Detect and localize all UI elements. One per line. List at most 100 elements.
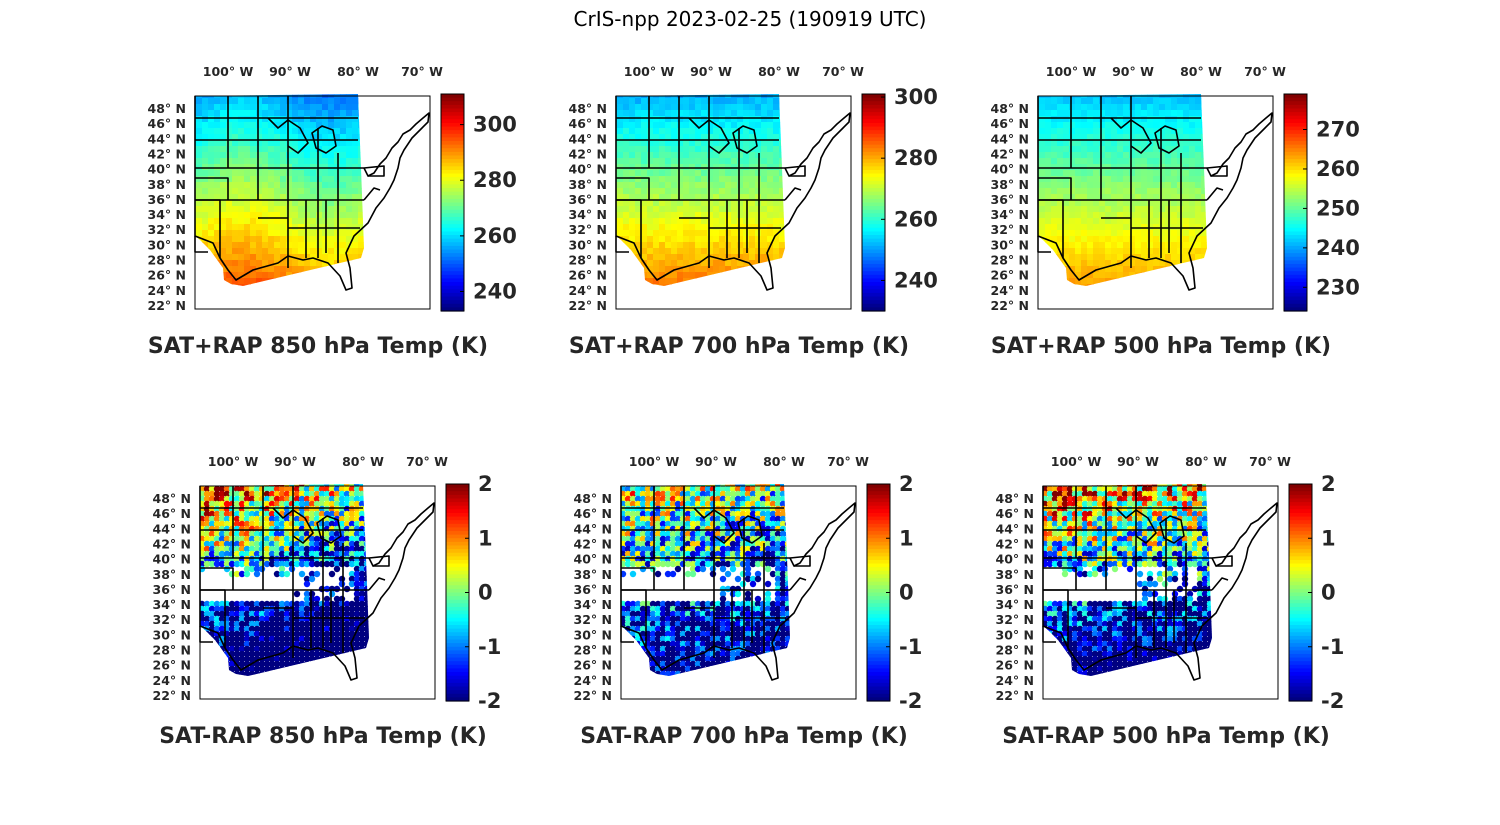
map-frame [615, 95, 852, 310]
map-boundary [195, 177, 229, 200]
latitude-label: 38° N [991, 177, 1029, 192]
latitude-label: 30° N [996, 627, 1034, 642]
map-boundary [620, 486, 856, 681]
colorbar-tick-label: 240 [894, 268, 938, 292]
colorbar-tick-label: 0 [478, 581, 493, 605]
latitude-label: 34° N [991, 207, 1029, 222]
longitude-label: 90° W [269, 64, 311, 79]
panel-sat-rap-700-temp: 100° W 90° W 80° W 70° W 48° N 46° N 44° N 42° … [549, 58, 979, 378]
latitude-label: 30° N [569, 237, 607, 252]
panel-sat-minus-rap-850-temp: 100° W 90° W 80° W 70° W 48° N 46° N 44° N 42° … [133, 448, 563, 768]
longitude-label: 70° W [1244, 64, 1286, 79]
map-boundary [363, 187, 381, 201]
panel-title: SAT-RAP 500 hPa Temp (K) [1002, 724, 1330, 749]
latitude-label: 40° N [153, 552, 191, 567]
longitude-label: 100° W [624, 64, 675, 79]
latitude-label: 38° N [153, 567, 191, 582]
colorbar-tick-label: 1 [899, 526, 914, 550]
latitude-label: 26° N [574, 658, 612, 673]
latitude-label: 48° N [569, 101, 607, 116]
latitude-label: 36° N [153, 582, 191, 597]
longitude-label: 100° W [208, 454, 259, 469]
map-boundary [368, 577, 386, 591]
latitude-label: 48° N [991, 101, 1029, 116]
latitude-label: 28° N [991, 253, 1029, 268]
colorbar-tick-label: 0 [1321, 581, 1336, 605]
colorbar-tick-label: 2 [478, 472, 493, 496]
map-frame [620, 485, 857, 700]
map-boundary [789, 555, 811, 567]
latitude-label: 46° N [574, 506, 612, 521]
colorbar-tick-label: 240 [473, 280, 517, 304]
colorbar-tick-label: -1 [478, 635, 501, 659]
map-frame [1037, 95, 1274, 310]
map-plot: 100° W 90° W 80° W 70° W 48° N46° N44° N42° … [148, 64, 517, 313]
panel-sat-minus-rap-500-temp: 100° W 90° W 80° W 70° W 48° N 46° N 44° N 42° … [976, 448, 1406, 768]
latitude-label: 22° N [574, 688, 612, 703]
map-plot: 100° W 90° W 80° W 70° W 48° N46° N44° N42° … [991, 64, 1360, 313]
map-boundary [737, 515, 763, 544]
colorbar-tick-label: 270 [1316, 118, 1360, 142]
colorbar-tick-label: -2 [899, 689, 922, 713]
map-boundary [1038, 199, 1064, 258]
longitude-label: 90° W [690, 64, 732, 79]
map-boundary [194, 96, 430, 291]
latitude-label: 28° N [148, 253, 186, 268]
map-boundary [1154, 125, 1180, 154]
colorbar-tick-label: 260 [1316, 157, 1360, 181]
latitude-label: 42° N [148, 146, 186, 161]
colorbar: 270 260 250 240 230 [1283, 93, 1360, 312]
panel-title: SAT+RAP 700 hPa Temp (K) [568, 334, 910, 359]
map-boundary [693, 507, 735, 544]
latitude-label: 22° N [569, 298, 607, 313]
latitude-label: 22° N [153, 688, 191, 703]
latitude-label: 26° N [996, 658, 1034, 673]
map-boundary [311, 125, 337, 154]
map-boundary [200, 567, 234, 590]
map-plot: 100° W 90° W 80° W 70° W 48° N46° N44° N42° … [574, 454, 923, 713]
latitude-label: 38° N [574, 567, 612, 582]
map-boundary [1043, 567, 1077, 590]
colorbar-tick-label: 260 [894, 207, 938, 231]
latitude-label: 24° N [991, 283, 1029, 298]
latitude-label: 22° N [991, 298, 1029, 313]
longitude-label: 80° W [337, 64, 379, 79]
latitude-label: 26° N [991, 268, 1029, 283]
latitude-label: 36° N [148, 192, 186, 207]
map-boundary [195, 199, 221, 258]
latitude-label: 28° N [153, 643, 191, 658]
latitude-label: 34° N [569, 207, 607, 222]
map-boundary [615, 96, 851, 291]
longitude-label: 100° W [203, 64, 254, 79]
latitude-label: 34° N [153, 597, 191, 612]
map-boundary [1159, 515, 1185, 544]
longitude-label: 90° W [274, 454, 316, 469]
latitude-label: 26° N [153, 658, 191, 673]
longitude-label: 80° W [342, 454, 384, 469]
map-boundary [200, 589, 226, 648]
colorbar: 300 280 260 240 [861, 85, 938, 312]
latitude-label: 44° N [996, 521, 1034, 536]
latitude-label: 36° N [991, 192, 1029, 207]
latitude-label: 24° N [148, 283, 186, 298]
longitude-label: 100° W [1046, 64, 1097, 79]
latitude-label: 34° N [574, 597, 612, 612]
longitude-label: 90° W [1112, 64, 1154, 79]
map-boundary [621, 567, 655, 590]
colorbar-tick-label: 260 [473, 224, 517, 248]
map-boundary [616, 177, 650, 200]
map-boundary [1110, 117, 1152, 154]
map-frame [194, 95, 431, 310]
map-boundary [1037, 96, 1273, 291]
latitude-label: 38° N [569, 177, 607, 192]
panel-title: SAT-RAP 850 hPa Temp (K) [159, 724, 487, 749]
map-boundary [1211, 577, 1229, 591]
latitude-label: 48° N [996, 491, 1034, 506]
longitude-label: 70° W [406, 454, 448, 469]
map-frame [199, 485, 436, 700]
map-plot: 100° W 90° W 80° W 70° W 48° N46° N44° N42° … [569, 64, 938, 313]
colorbar-tick-label: 280 [473, 168, 517, 192]
latitude-label: 46° N [991, 116, 1029, 131]
latitude-label: 32° N [574, 612, 612, 627]
latitude-label: 36° N [569, 192, 607, 207]
